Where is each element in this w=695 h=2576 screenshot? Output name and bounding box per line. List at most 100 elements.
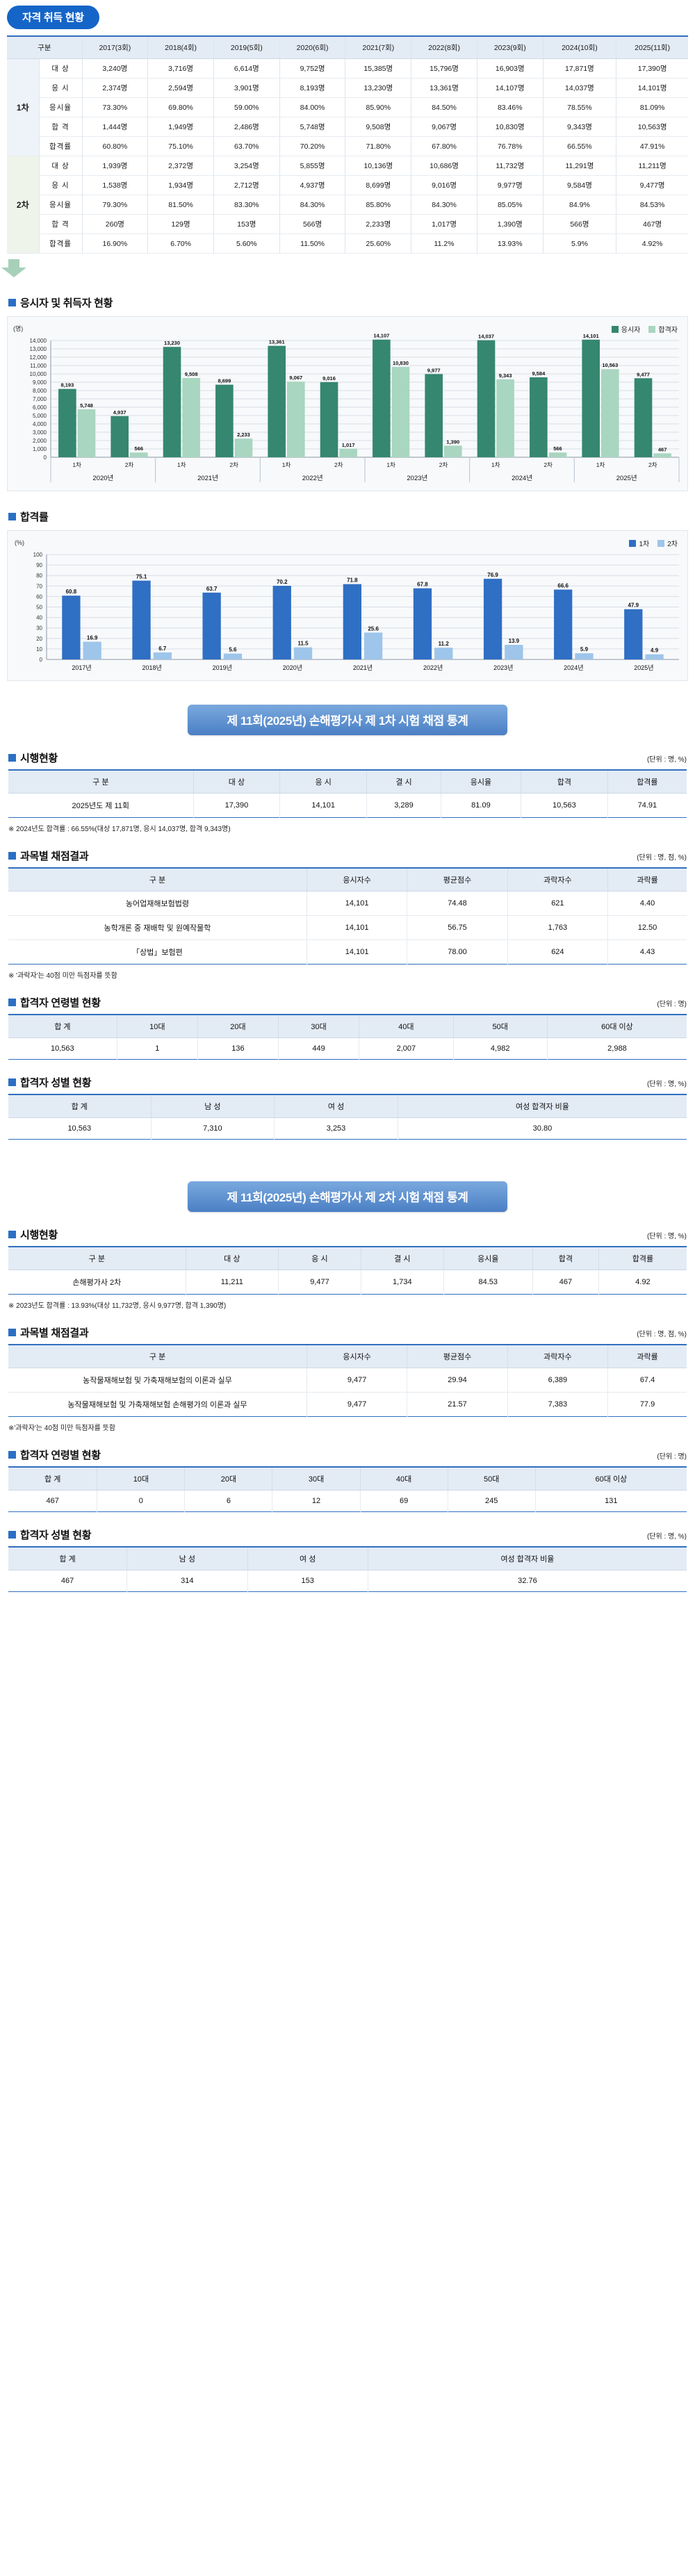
- table-cell: 449: [278, 1037, 360, 1060]
- svg-text:25.6: 25.6: [368, 625, 379, 632]
- svg-text:2차: 2차: [334, 461, 343, 468]
- svg-text:80: 80: [36, 573, 42, 579]
- column-header: 50대: [453, 1015, 548, 1038]
- bar-applicants: [477, 340, 496, 457]
- exam2-subjects-table: 구 분 응시자수 평균점수 과락자수 과락률 농작물재해보험 및 가축재해보험의 이론과 …: [8, 1344, 687, 1417]
- svg-text:(명): (명): [13, 325, 23, 332]
- svg-text:2,233: 2,233: [237, 432, 250, 438]
- exam2-gender-title: 합격자 성별 현황: [20, 1529, 92, 1541]
- table-cell: 9,477: [306, 1368, 408, 1393]
- table-header-row: 구 분 응시자수 평균점수 과락자수 과락률: [8, 868, 687, 892]
- svg-text:11.2: 11.2: [439, 641, 450, 647]
- table-cell: 467: [532, 1270, 599, 1295]
- table-cell: 2,007: [359, 1037, 454, 1060]
- exam1-age-title: 합격자 연령별 현황: [20, 997, 101, 1009]
- table-cell: 17,390: [193, 793, 281, 818]
- table-cell: 2025년도 제 11회: [8, 793, 194, 818]
- svg-text:566: 566: [553, 445, 562, 452]
- exam2-age-head: 합격자 연령별 현황 (단위 : 명): [8, 1447, 687, 1462]
- table-cell: 7,310: [151, 1117, 275, 1140]
- section-title-applicants: 응시자 및 취득자 현황: [20, 297, 113, 309]
- matrix-row-label: 응 시: [39, 78, 83, 98]
- exam2-age-title: 합격자 연령별 현황: [20, 1450, 101, 1461]
- bar-pass-2cha: [83, 641, 101, 659]
- matrix-cell: 11,732명: [477, 156, 543, 176]
- bar-passers: [548, 452, 567, 457]
- table-cell: 「상법」보험편: [8, 940, 307, 965]
- svg-text:0: 0: [40, 657, 43, 663]
- matrix-cell: 8,193명: [279, 78, 346, 98]
- column-header: 과락률: [607, 1345, 687, 1368]
- svg-text:1차: 1차: [491, 461, 500, 468]
- svg-text:2차: 2차: [648, 461, 657, 468]
- matrix-cell: 85.80%: [345, 195, 412, 215]
- table-cell: 3,253: [274, 1117, 398, 1140]
- svg-text:5,000: 5,000: [33, 413, 47, 419]
- table-cell: 12: [272, 1490, 361, 1512]
- qualification-matrix-table: 구분 2017(3회) 2018(4회) 2019(5회) 2020(6회) 2021(…: [7, 35, 688, 254]
- matrix-cell: 3,254명: [213, 156, 280, 176]
- svg-text:90: 90: [36, 562, 42, 568]
- column-header: 40대: [359, 1015, 454, 1038]
- table-cell: 손해평가사 2차: [8, 1270, 186, 1295]
- bar-pass-2cha: [293, 647, 313, 659]
- matrix-cell: 83.30%: [213, 195, 280, 215]
- table-cell: 농작물재해보험 및 가축재해보험 손해평가의 이론과 실무: [8, 1392, 307, 1417]
- section-head-exam1-age: 합격자 연령별 현황: [8, 995, 101, 1010]
- matrix-cell: 13,230명: [345, 78, 412, 98]
- svg-text:66.6: 66.6: [557, 582, 569, 589]
- matrix-year-header: 2025(11회): [616, 36, 688, 59]
- bar-pass-2cha: [364, 632, 383, 659]
- matrix-corner-label: 구분: [7, 36, 83, 59]
- svg-text:9,343: 9,343: [499, 372, 512, 379]
- table-cell: 1,763: [507, 915, 609, 940]
- column-header: 30대: [278, 1015, 360, 1038]
- matrix-cell: 8,699명: [345, 175, 412, 195]
- spacer: [0, 1140, 695, 1158]
- matrix-cell: 16.90%: [82, 233, 149, 254]
- svg-text:4,000: 4,000: [33, 421, 47, 427]
- exam2-age-block: 합격자 연령별 현황 (단위 : 명) 합 계 10대 20대 30대 40대 50대 60…: [0, 1447, 695, 1512]
- matrix-tbody: 1차 대 상 3,240명 3,716명 6,614명 9,752명 15,385명 15,7…: [7, 58, 688, 254]
- table-cell: 77.9: [639, 1400, 655, 1409]
- svg-text:9,067: 9,067: [289, 375, 302, 381]
- matrix-cell: 14,037명: [543, 78, 617, 98]
- table-row: 농작물재해보험 및 가축재해보험 손해평가의 이론과 실무 9,477 21.57 7…: [8, 1392, 687, 1417]
- matrix-row-label: 합 격: [39, 117, 83, 137]
- table-row: 합격률 60.80% 75.10% 63.70% 70.20% 71.80% 67.80% 7…: [7, 136, 688, 156]
- table-cell: 6: [184, 1490, 273, 1512]
- svg-text:9,977: 9,977: [427, 367, 441, 373]
- svg-text:9,508: 9,508: [185, 371, 198, 377]
- matrix-cell: 47.91%: [616, 136, 688, 156]
- matrix-cell: 5,748명: [279, 117, 346, 137]
- table-cell: 농어업재해보험법령: [8, 891, 307, 916]
- table-cell: 7,383: [507, 1392, 609, 1417]
- matrix-row-label: 대 상: [39, 58, 83, 79]
- column-header: 합격: [532, 1247, 599, 1270]
- matrix-group-label: 2차: [7, 156, 40, 254]
- exam1-status-unit: (단위 : 명, %): [646, 756, 687, 764]
- exam2-banner: 제 11회(2025년) 손해평가사 제 2차 시험 채점 통계: [188, 1181, 507, 1212]
- column-header: 합 계: [8, 1547, 128, 1570]
- bar-pass-1cha: [624, 609, 643, 659]
- svg-text:2018년: 2018년: [142, 664, 162, 671]
- matrix-cell: 1,538명: [82, 175, 149, 195]
- bar-passers: [496, 379, 514, 457]
- bullet-square-icon: [8, 999, 16, 1006]
- svg-text:10,563: 10,563: [602, 362, 618, 368]
- exam2-status-title: 시행현황: [20, 1229, 58, 1241]
- svg-text:10: 10: [36, 646, 42, 653]
- bar-passers: [182, 377, 200, 457]
- svg-text:20: 20: [36, 636, 42, 642]
- svg-text:14,101: 14,101: [583, 333, 599, 339]
- table-cell: 67.4: [607, 1368, 687, 1393]
- matrix-cell: 81.09%: [616, 97, 688, 117]
- matrix-cell: 84.30%: [411, 195, 477, 215]
- exam2-subjects-head: 과목별 채점결과 (단위 : 명, 점, %): [8, 1325, 687, 1340]
- table-cell: 10,563: [8, 1037, 117, 1060]
- svg-text:13.9: 13.9: [509, 638, 520, 644]
- page-title: 자격 취득 현황: [7, 6, 99, 29]
